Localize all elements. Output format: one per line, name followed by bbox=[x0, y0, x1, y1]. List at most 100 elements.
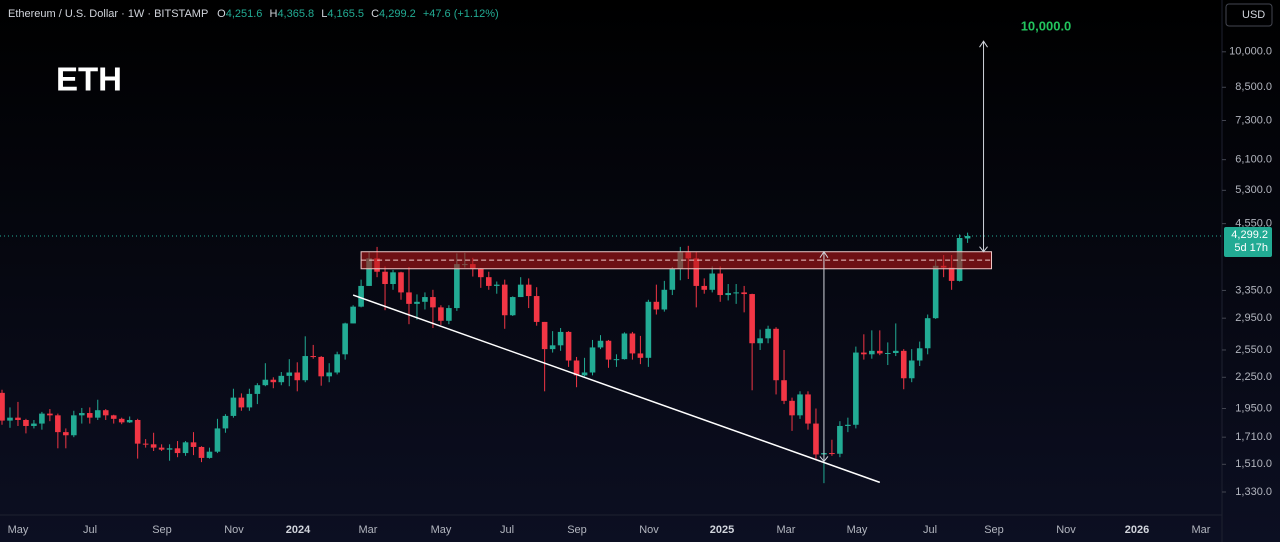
candle-body bbox=[605, 340, 612, 360]
candle-body bbox=[158, 447, 165, 450]
candle-body bbox=[414, 301, 420, 304]
candle-body bbox=[366, 258, 372, 286]
last-price-label: 4,299.2 bbox=[1231, 229, 1268, 241]
candle-body bbox=[190, 442, 197, 447]
candle-body bbox=[573, 360, 580, 376]
ohlc-value: 4,165.5 bbox=[327, 8, 364, 20]
y-tick-label: 1,950.0 bbox=[1235, 402, 1272, 414]
currency-label[interactable]: USD bbox=[1242, 9, 1265, 21]
candle-body bbox=[238, 397, 245, 408]
currency-button[interactable] bbox=[1225, 3, 1273, 27]
candle-body bbox=[286, 372, 293, 376]
x-tick-label: 2024 bbox=[286, 524, 311, 536]
candle-body bbox=[214, 428, 221, 452]
candle-body bbox=[150, 444, 157, 448]
candle-body bbox=[813, 423, 819, 455]
x-tick-label: Mar bbox=[777, 524, 796, 536]
candle-body bbox=[789, 400, 795, 416]
candle-body bbox=[805, 394, 811, 424]
candle-body bbox=[454, 264, 460, 309]
x-tick-label: Jul bbox=[83, 524, 97, 536]
candle-body bbox=[310, 356, 317, 358]
symbol: Ethereum / U.S. Dollar · 1W · BITSTAMP bbox=[8, 8, 208, 20]
candle-body bbox=[877, 350, 883, 354]
y-tick-label: 10,000.0 bbox=[1229, 46, 1272, 58]
candle-body bbox=[501, 284, 508, 316]
candle-body bbox=[948, 267, 955, 281]
candle-body bbox=[869, 350, 875, 355]
y-tick-label: 2,250.0 bbox=[1235, 371, 1272, 383]
candle-body bbox=[693, 258, 700, 286]
candle-body bbox=[134, 420, 141, 444]
x-tick-label: Jul bbox=[923, 524, 937, 536]
countdown: 5d 17h bbox=[1234, 242, 1268, 254]
candle-body bbox=[757, 338, 763, 344]
candle-body bbox=[47, 413, 53, 416]
candle-body bbox=[733, 292, 739, 294]
y-tick-label: 1,330.0 bbox=[1235, 486, 1272, 498]
candle-body bbox=[94, 410, 101, 418]
trendline bbox=[352, 294, 881, 484]
candle-body bbox=[589, 347, 596, 373]
candle-body bbox=[382, 271, 388, 285]
candle-body bbox=[71, 415, 77, 436]
candle-body bbox=[174, 448, 181, 454]
y-tick-label: 6,100.0 bbox=[1235, 154, 1272, 166]
candle-body bbox=[102, 410, 109, 416]
candle-body bbox=[206, 451, 213, 458]
candle-body bbox=[549, 345, 556, 350]
candle-body bbox=[118, 418, 125, 423]
candle-body bbox=[254, 385, 261, 394]
candle-body bbox=[430, 297, 436, 308]
x-tick-label: May bbox=[847, 524, 868, 536]
header: Ethereum / U.S. Dollar · 1W · BITSTAMP O… bbox=[8, 8, 499, 20]
candle-body bbox=[15, 417, 21, 421]
candle-body bbox=[629, 333, 636, 354]
candle-body bbox=[725, 293, 731, 296]
candle-body bbox=[924, 318, 931, 349]
last-price-box bbox=[1224, 227, 1272, 258]
candle-body bbox=[55, 415, 61, 433]
x-tick-label: May bbox=[8, 524, 29, 536]
x-tick-label: Sep bbox=[152, 524, 172, 536]
candle-body bbox=[198, 446, 205, 458]
candle-body bbox=[845, 424, 851, 426]
candle-body bbox=[741, 292, 747, 295]
ohlc-letter: O bbox=[217, 8, 226, 20]
candle-body bbox=[509, 297, 516, 316]
candle-body bbox=[837, 425, 843, 454]
x-tick-label: Sep bbox=[984, 524, 1004, 536]
x-tick-label: Mar bbox=[1192, 524, 1211, 536]
candle-body bbox=[829, 453, 835, 455]
candle-body bbox=[230, 397, 237, 416]
candle-body bbox=[717, 273, 723, 296]
candle-body bbox=[398, 272, 404, 293]
candle-body bbox=[31, 423, 37, 426]
candle-body bbox=[142, 443, 149, 445]
candle-body bbox=[422, 297, 428, 302]
candle-body bbox=[916, 348, 923, 361]
candle-body bbox=[446, 308, 452, 321]
candle-body bbox=[126, 420, 133, 423]
candle-body bbox=[533, 296, 540, 322]
candle-body bbox=[485, 277, 492, 286]
candle-body bbox=[7, 417, 13, 421]
candle-body bbox=[932, 265, 939, 319]
candle-body bbox=[302, 356, 309, 381]
y-tick-label: 4,550.0 bbox=[1235, 218, 1272, 230]
target-label: 10,000.0 bbox=[1021, 18, 1072, 33]
candle-body bbox=[86, 413, 93, 418]
y-tick-label: 2,950.0 bbox=[1235, 312, 1272, 324]
x-tick-label: 2025 bbox=[710, 524, 734, 536]
arrow-tail bbox=[819, 456, 829, 463]
y-tick-label: 5,300.0 bbox=[1235, 184, 1272, 196]
y-tick-label: 8,500.0 bbox=[1235, 81, 1272, 93]
candle-body bbox=[613, 359, 620, 361]
y-tick-label: 3,350.0 bbox=[1235, 284, 1272, 296]
candle-body bbox=[557, 331, 564, 346]
candle-body bbox=[39, 413, 45, 424]
candle-body bbox=[270, 379, 277, 383]
ohlc-value: 4,299.2 bbox=[379, 8, 416, 20]
candle-body bbox=[0, 392, 5, 421]
